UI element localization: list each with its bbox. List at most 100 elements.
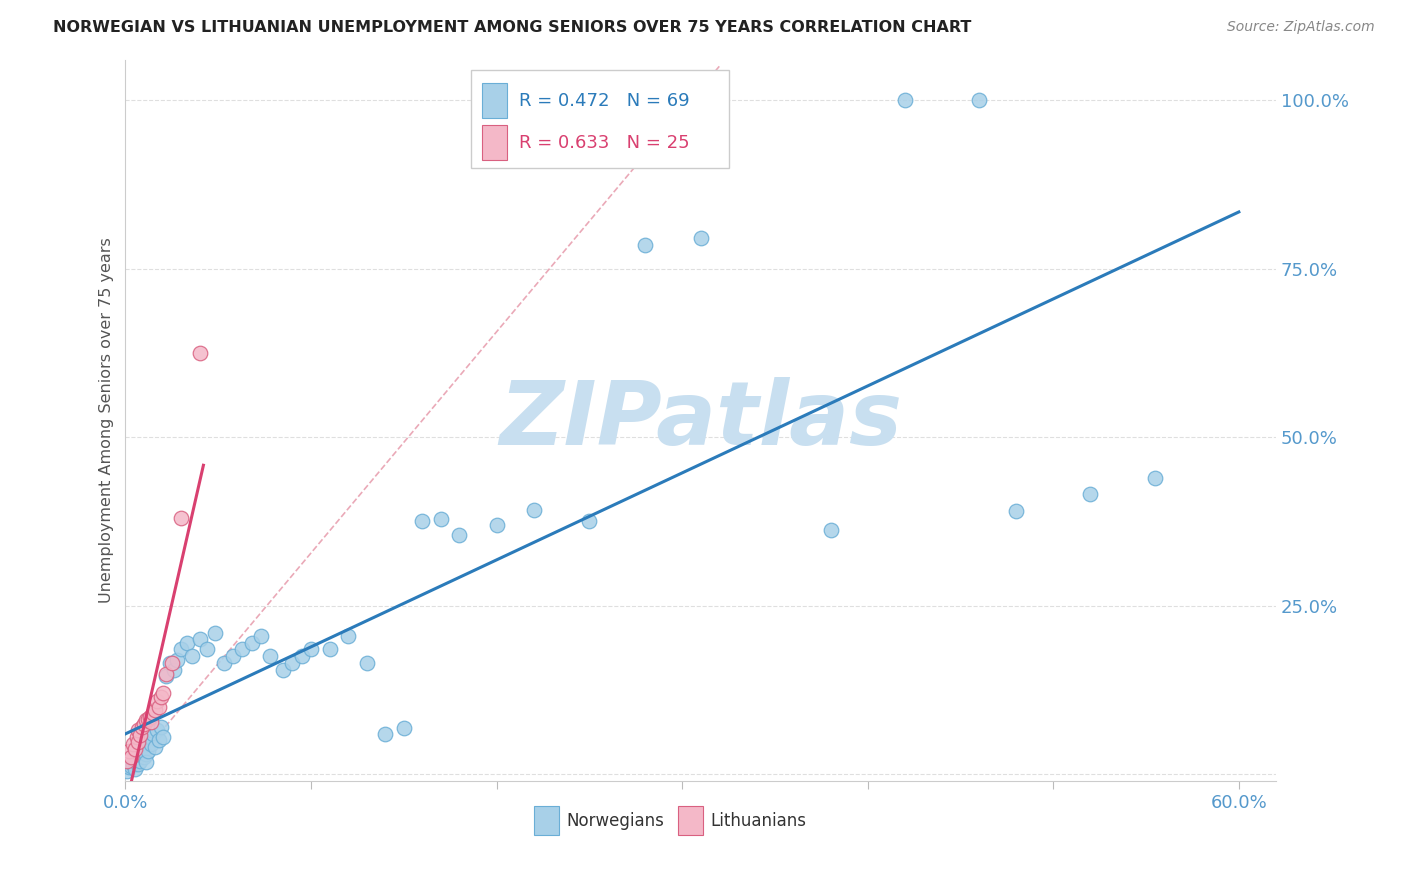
Point	[120, 754, 142, 768]
FancyBboxPatch shape	[471, 70, 730, 168]
Point	[117, 754, 139, 768]
Point	[132, 716, 155, 731]
Point	[127, 748, 149, 763]
Point	[281, 656, 304, 670]
Point	[127, 723, 149, 738]
Point	[1005, 504, 1028, 518]
Point	[485, 517, 508, 532]
Point	[118, 760, 141, 774]
Point	[259, 649, 281, 664]
Point	[118, 743, 141, 757]
Point	[299, 642, 322, 657]
Point	[149, 720, 172, 734]
Point	[129, 741, 152, 756]
Point	[124, 755, 146, 769]
Point	[124, 762, 146, 776]
Point	[141, 737, 163, 751]
Point	[240, 636, 263, 650]
Point	[142, 727, 165, 741]
Point	[170, 642, 193, 657]
FancyBboxPatch shape	[678, 806, 703, 835]
Point	[131, 746, 153, 760]
Point	[212, 656, 235, 670]
Point	[176, 636, 198, 650]
Point	[125, 752, 148, 766]
Point	[120, 750, 142, 764]
Point	[152, 686, 174, 700]
Point	[135, 747, 157, 761]
Point	[155, 667, 177, 681]
Point	[188, 346, 211, 360]
FancyBboxPatch shape	[482, 84, 508, 118]
Point	[125, 730, 148, 744]
Point	[131, 739, 153, 753]
Point	[149, 690, 172, 704]
Point	[127, 735, 149, 749]
Point	[160, 656, 183, 670]
Point	[122, 757, 145, 772]
Point	[163, 663, 186, 677]
Point	[318, 642, 340, 657]
Point	[136, 712, 159, 726]
Point	[138, 710, 160, 724]
Text: Norwegians: Norwegians	[567, 812, 664, 830]
Point	[129, 728, 152, 742]
Point	[634, 238, 657, 252]
Point	[449, 528, 471, 542]
Point	[578, 514, 600, 528]
Text: R = 0.633   N = 25: R = 0.633 N = 25	[519, 134, 689, 152]
Point	[135, 713, 157, 727]
Point	[141, 714, 163, 729]
Point	[170, 511, 193, 525]
Point	[132, 735, 155, 749]
Point	[124, 747, 146, 761]
Point	[523, 503, 546, 517]
Point	[148, 733, 170, 747]
Point	[143, 740, 166, 755]
Point	[411, 514, 433, 528]
Point	[166, 652, 188, 666]
Point	[820, 523, 842, 537]
Point	[136, 743, 159, 757]
Point	[117, 764, 139, 778]
Point	[159, 656, 181, 670]
Point	[152, 730, 174, 744]
Point	[125, 743, 148, 757]
Point	[124, 741, 146, 756]
Point	[271, 663, 294, 677]
Point	[131, 720, 153, 734]
Point	[181, 649, 204, 664]
Point	[430, 512, 453, 526]
Point	[129, 754, 152, 768]
Point	[135, 755, 157, 769]
Point	[122, 750, 145, 764]
Point	[1144, 470, 1167, 484]
Point	[356, 656, 378, 670]
Point	[143, 703, 166, 717]
Text: Source: ZipAtlas.com: Source: ZipAtlas.com	[1227, 20, 1375, 34]
Point	[231, 642, 253, 657]
Text: R = 0.472   N = 69: R = 0.472 N = 69	[519, 92, 689, 110]
Point	[188, 632, 211, 647]
Point	[148, 699, 170, 714]
Point	[142, 706, 165, 721]
Point	[392, 721, 415, 735]
Point	[1080, 487, 1102, 501]
Point	[155, 669, 177, 683]
Point	[689, 231, 711, 245]
Y-axis label: Unemployment Among Seniors over 75 years: Unemployment Among Seniors over 75 years	[100, 237, 114, 603]
Point	[195, 642, 218, 657]
Point	[146, 694, 169, 708]
Point	[250, 629, 273, 643]
Point	[138, 730, 160, 744]
Point	[894, 93, 917, 107]
Text: Lithuanians: Lithuanians	[710, 812, 806, 830]
Text: NORWEGIAN VS LITHUANIAN UNEMPLOYMENT AMONG SENIORS OVER 75 YEARS CORRELATION CHA: NORWEGIAN VS LITHUANIAN UNEMPLOYMENT AMO…	[53, 20, 972, 35]
Point	[120, 759, 142, 773]
FancyBboxPatch shape	[482, 125, 508, 160]
Point	[122, 737, 145, 751]
Point	[967, 93, 990, 107]
Point	[146, 723, 169, 738]
Text: ZIPatlas: ZIPatlas	[499, 376, 903, 464]
Point	[132, 750, 155, 764]
